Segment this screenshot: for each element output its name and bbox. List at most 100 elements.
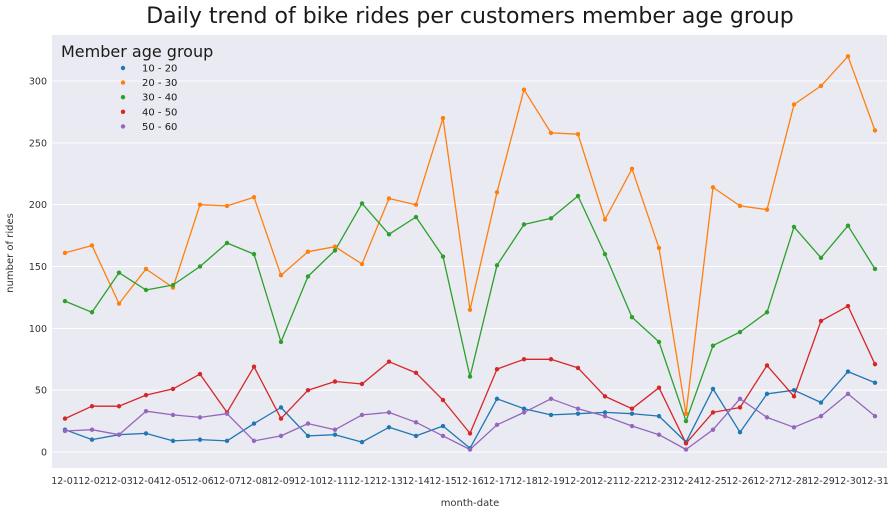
data-point	[359, 261, 365, 267]
x-tick-label: 12-09	[267, 476, 295, 487]
data-point	[845, 391, 851, 397]
data-point	[251, 421, 257, 426]
data-point	[224, 411, 230, 416]
x-tick-label: 12-13	[375, 476, 403, 487]
data-point	[305, 249, 311, 254]
data-point	[413, 433, 419, 439]
data-point	[413, 214, 419, 220]
data-point	[683, 411, 689, 416]
data-point	[872, 128, 878, 133]
data-point	[251, 438, 257, 444]
data-point	[629, 166, 635, 172]
data-point	[305, 421, 311, 426]
y-tick-label: 50	[35, 386, 47, 397]
y-tick-label: 300	[29, 77, 47, 88]
data-point	[683, 418, 689, 424]
data-point	[467, 431, 473, 436]
data-point	[224, 240, 230, 246]
data-point	[251, 195, 257, 200]
data-point	[359, 201, 365, 206]
data-point	[575, 193, 581, 199]
data-point	[440, 254, 446, 259]
legend-marker	[120, 80, 126, 85]
data-point	[629, 423, 635, 429]
data-point	[170, 386, 176, 392]
data-point	[548, 396, 554, 402]
x-tick-label: 12-22	[618, 476, 646, 487]
x-tick-label: 12-24	[672, 476, 700, 487]
legend-label: 20 - 30	[142, 78, 177, 89]
data-point	[872, 380, 878, 385]
chart-title: Daily trend of bike rides per customers …	[146, 4, 794, 29]
legend-label: 40 - 50	[142, 107, 177, 118]
data-point	[332, 427, 338, 432]
data-point	[845, 303, 851, 309]
data-point	[332, 379, 338, 384]
data-point	[602, 413, 608, 419]
data-point	[575, 365, 581, 371]
data-point	[629, 406, 635, 411]
data-point	[575, 131, 581, 137]
data-point	[872, 361, 878, 367]
data-point	[62, 428, 68, 434]
series-points	[62, 54, 878, 452]
x-tick-label: 12-28	[780, 476, 808, 487]
data-point	[656, 385, 662, 390]
x-tick-label: 12-26	[726, 476, 754, 487]
data-point	[521, 357, 527, 362]
data-point	[548, 130, 554, 136]
data-point	[224, 203, 230, 209]
data-point	[143, 266, 149, 272]
data-point	[116, 404, 122, 409]
data-point	[710, 386, 716, 392]
data-point	[143, 408, 149, 414]
data-point	[575, 411, 581, 416]
data-point	[791, 394, 797, 399]
data-point	[386, 410, 392, 415]
x-tick-label: 12-25	[699, 476, 727, 487]
data-point	[197, 202, 203, 207]
data-point	[872, 266, 878, 272]
data-point	[548, 357, 554, 362]
x-tick-label: 12-16	[456, 476, 484, 487]
data-point	[764, 363, 770, 368]
legend-entries: 10 - 20 20 - 30 30 - 40 40 - 50 50 - 60	[120, 64, 177, 133]
data-point	[440, 423, 446, 429]
data-point	[764, 207, 770, 212]
data-point	[737, 396, 743, 402]
x-tick-label: 12-11	[321, 476, 349, 487]
data-point	[305, 387, 311, 393]
x-tick-label: 12-10	[294, 476, 322, 487]
x-tick-label: 12-04	[132, 476, 160, 487]
y-tick-labels: 0 50 100 150 200 250 300	[29, 77, 47, 459]
x-tick-label: 12-06	[186, 476, 214, 487]
data-point	[386, 425, 392, 430]
data-point	[494, 366, 500, 372]
data-point	[467, 374, 473, 379]
data-point	[143, 392, 149, 398]
data-point	[818, 400, 824, 405]
data-point	[845, 369, 851, 374]
y-tick-label: 0	[41, 448, 47, 459]
legend-label: 30 - 40	[142, 93, 177, 104]
data-point	[710, 427, 716, 432]
data-point	[440, 397, 446, 403]
data-point	[683, 447, 689, 452]
data-point	[170, 412, 176, 418]
data-point	[575, 406, 581, 411]
x-tick-label: 12-02	[78, 476, 106, 487]
x-tick-label: 12-15	[429, 476, 457, 487]
data-point	[89, 243, 95, 248]
data-point	[224, 438, 230, 444]
x-tick-label: 12-30	[834, 476, 862, 487]
legend: Member age group 10 - 20 20 - 30 30 - 40 40…	[61, 42, 213, 133]
legend-marker	[120, 124, 126, 129]
data-point	[116, 301, 122, 306]
data-point	[197, 437, 203, 442]
data-point	[656, 245, 662, 251]
x-tick-label: 12-29	[807, 476, 835, 487]
data-point	[602, 394, 608, 399]
data-point	[359, 439, 365, 445]
x-tick-label: 12-07	[213, 476, 241, 487]
